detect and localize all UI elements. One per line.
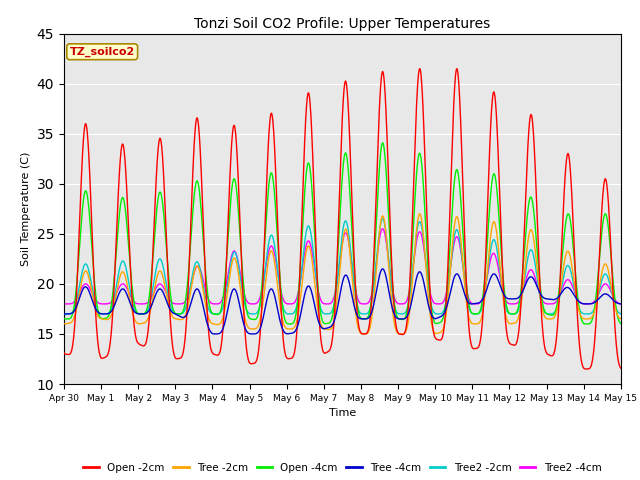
Text: TZ_soilco2: TZ_soilco2 xyxy=(70,47,135,57)
Y-axis label: Soil Temperature (C): Soil Temperature (C) xyxy=(21,152,31,266)
Legend: Open -2cm, Tree -2cm, Open -4cm, Tree -4cm, Tree2 -2cm, Tree2 -4cm: Open -2cm, Tree -2cm, Open -4cm, Tree -4… xyxy=(79,458,605,477)
X-axis label: Time: Time xyxy=(329,408,356,418)
Title: Tonzi Soil CO2 Profile: Upper Temperatures: Tonzi Soil CO2 Profile: Upper Temperatur… xyxy=(195,17,490,31)
